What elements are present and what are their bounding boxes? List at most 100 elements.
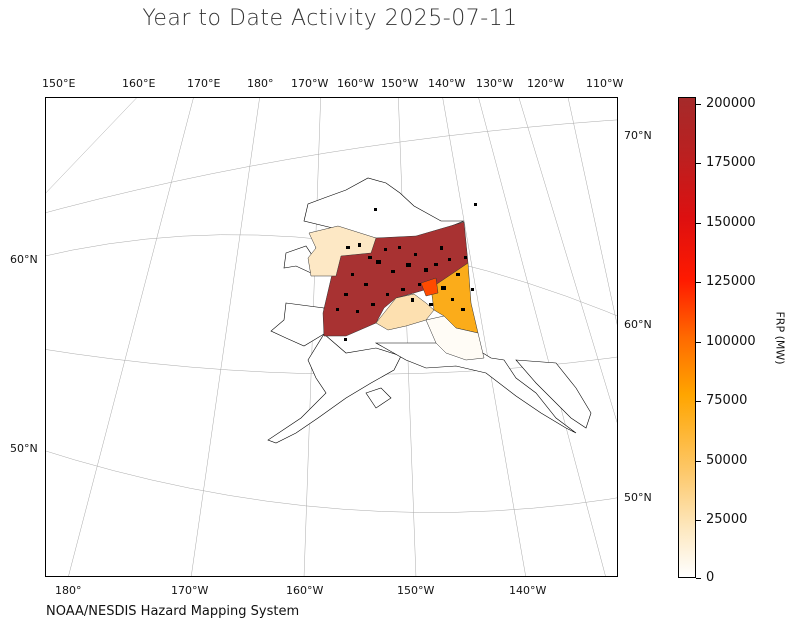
region-northwest-low: [307, 225, 377, 277]
top-lon-label: 170°E: [187, 77, 221, 90]
top-lon-label: 160°W: [337, 77, 375, 90]
alaska-southwest: [270, 302, 325, 347]
top-lon-label: 140°W: [428, 77, 466, 90]
fire-dot: [374, 208, 377, 211]
bottom-lon-label: 160°W: [286, 584, 324, 597]
graticule-meridian: [68, 98, 194, 576]
fire-dot: [346, 246, 350, 249]
fire-dot: [368, 256, 372, 259]
graticule-meridian: [567, 98, 617, 326]
fire-dot: [376, 260, 381, 264]
fire-dot: [384, 248, 387, 251]
fire-dot: [448, 258, 451, 261]
fire-dot: [418, 283, 421, 286]
colorbar-tick: [696, 104, 701, 105]
left-lat-label: 60°N: [10, 253, 38, 266]
fire-dot: [386, 293, 389, 296]
graticule-meridian: [46, 98, 137, 194]
alaska-outline: [267, 177, 592, 444]
graticule-meridian: [478, 98, 606, 576]
top-lon-label: 170°W: [291, 77, 329, 90]
fire-dot: [440, 246, 443, 250]
graticule-parallel-50n: [46, 450, 617, 513]
fire-dot: [336, 308, 339, 311]
colorbar-label: 200000: [706, 96, 756, 111]
colorbar-label: 0: [706, 570, 715, 585]
colorbar-tick: [696, 163, 701, 164]
fire-dot: [364, 283, 368, 286]
graticule: [46, 98, 617, 576]
colorbar-tick: [696, 282, 701, 283]
panhandle-islands: [515, 359, 592, 429]
graticule-meridian: [191, 98, 260, 576]
fire-dot: [456, 273, 460, 276]
colorbar: [678, 97, 696, 578]
graticule-parallel-70n: [46, 119, 617, 213]
fire-dot: [344, 338, 347, 341]
fire-dot: [474, 203, 477, 206]
top-lon-label: 150°E: [42, 77, 76, 90]
colorbar-tick: [696, 461, 701, 462]
fire-dot: [451, 298, 454, 301]
colorbar-tick: [696, 401, 701, 402]
colorbar-label: 175000: [706, 155, 756, 170]
fire-dot: [344, 293, 348, 296]
top-lon-label: 120°W: [527, 77, 565, 90]
fire-dot: [461, 308, 465, 311]
top-lon-label: 160°E: [122, 77, 156, 90]
colorbar-label: 150000: [706, 215, 756, 230]
map-title: Year to Date Activity 2025-07-11: [142, 6, 518, 31]
colorbar-tick: [696, 578, 701, 579]
fire-dot: [391, 270, 395, 273]
fire-dot: [441, 286, 446, 290]
colorbar-label: 125000: [706, 274, 756, 289]
colorbar-tick: [696, 223, 701, 224]
colorbar-label: 25000: [706, 512, 748, 527]
colorbar-label: 100000: [706, 334, 756, 349]
fire-dot: [471, 288, 474, 291]
fire-dot: [464, 256, 467, 259]
region-interior-hotspot: [420, 277, 439, 297]
right-lat-label: 70°N: [624, 129, 652, 142]
fire-regions: [307, 221, 485, 361]
fire-dot: [411, 298, 414, 302]
region-south-low: [375, 293, 435, 331]
left-lat-label: 50°N: [10, 442, 38, 455]
bottom-lon-label: 170°W: [171, 584, 209, 597]
top-lon-label: 130°W: [476, 77, 514, 90]
fire-dot: [401, 288, 405, 291]
colorbar-label: 75000: [706, 393, 748, 408]
fire-dot: [358, 243, 361, 247]
colorbar-label: 50000: [706, 453, 748, 468]
colorbar-title: FRP (MW): [773, 311, 787, 365]
fire-dot: [434, 263, 438, 266]
fire-dot: [406, 263, 411, 267]
graticule-meridian: [518, 98, 617, 423]
bottom-lon-label: 180°: [55, 584, 82, 597]
fire-dot: [398, 246, 401, 249]
fire-dot: [351, 273, 354, 276]
fire-dot: [414, 253, 417, 256]
kodiak-island: [365, 387, 392, 409]
fire-detections: [336, 203, 477, 341]
fire-dot: [429, 303, 433, 306]
map-svg: [46, 98, 617, 576]
map-panel[interactable]: [45, 97, 618, 577]
credit-text: NOAA/NESDIS Hazard Mapping System: [46, 604, 300, 619]
fire-dot: [356, 310, 359, 313]
graticule-meridian: [442, 98, 526, 576]
top-lon-label: 150°W: [381, 77, 419, 90]
bottom-lon-label: 140°W: [509, 584, 547, 597]
fire-dot: [371, 303, 375, 306]
alaska-peninsula: [267, 333, 402, 444]
colorbar-tick: [696, 342, 701, 343]
graticule-meridian: [398, 98, 417, 576]
region-southeast-none: [425, 315, 485, 361]
right-lat-label: 50°N: [624, 491, 652, 504]
right-lat-label: 60°N: [624, 318, 652, 331]
colorbar-tick: [696, 520, 701, 521]
bottom-lon-label: 150°W: [397, 584, 435, 597]
fire-dot: [424, 268, 428, 272]
top-lon-label: 110°W: [586, 77, 624, 90]
top-lon-label: 180°: [247, 77, 274, 90]
